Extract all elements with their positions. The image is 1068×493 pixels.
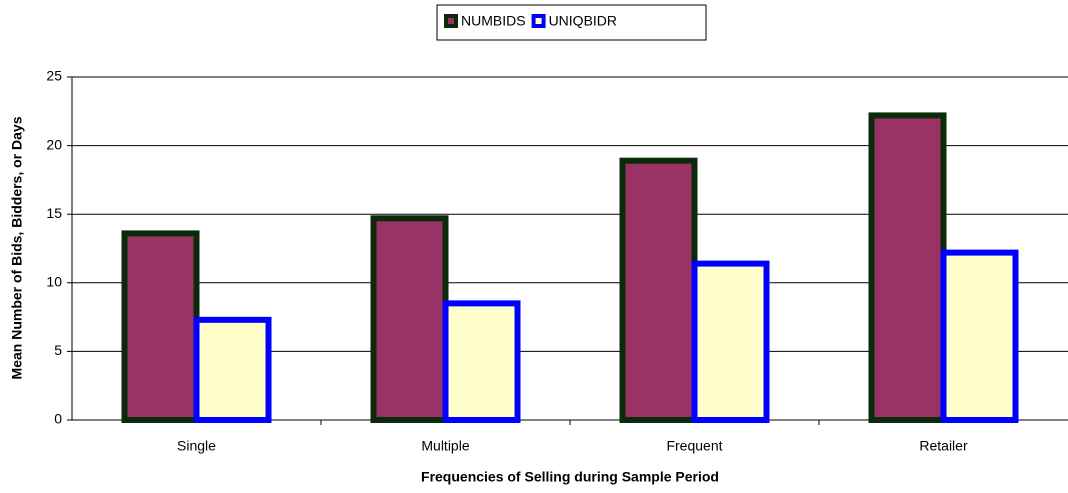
legend-swatch bbox=[444, 14, 458, 28]
legend-label: UNIQBIDR bbox=[549, 13, 617, 29]
bar bbox=[940, 249, 1019, 423]
x-tick-label: Single bbox=[177, 438, 216, 454]
y-tick-label: 10 bbox=[46, 274, 62, 290]
bar bbox=[121, 230, 200, 423]
bar bbox=[193, 316, 272, 423]
x-tick-label: Multiple bbox=[421, 438, 469, 454]
x-tick-label: Retailer bbox=[919, 438, 968, 454]
legend-label: NUMBIDS bbox=[461, 13, 526, 29]
x-axis-title: Frequencies of Selling during Sample Per… bbox=[421, 469, 719, 485]
y-tick-label: 0 bbox=[54, 411, 62, 427]
y-axis-title: Mean Number of Bids, Bidders, or Days bbox=[9, 116, 25, 379]
y-tick-label: 25 bbox=[46, 68, 62, 84]
bar bbox=[868, 112, 947, 424]
bar bbox=[370, 215, 449, 423]
legend-box bbox=[436, 4, 707, 41]
bar bbox=[442, 300, 521, 424]
bar bbox=[619, 157, 698, 424]
bar bbox=[691, 260, 770, 424]
y-tick-label: 15 bbox=[46, 205, 62, 221]
legend-swatch bbox=[531, 14, 546, 28]
x-tick-label: Frequent bbox=[666, 438, 722, 454]
y-tick-label: 5 bbox=[54, 342, 62, 358]
y-tick-label: 20 bbox=[46, 136, 62, 152]
